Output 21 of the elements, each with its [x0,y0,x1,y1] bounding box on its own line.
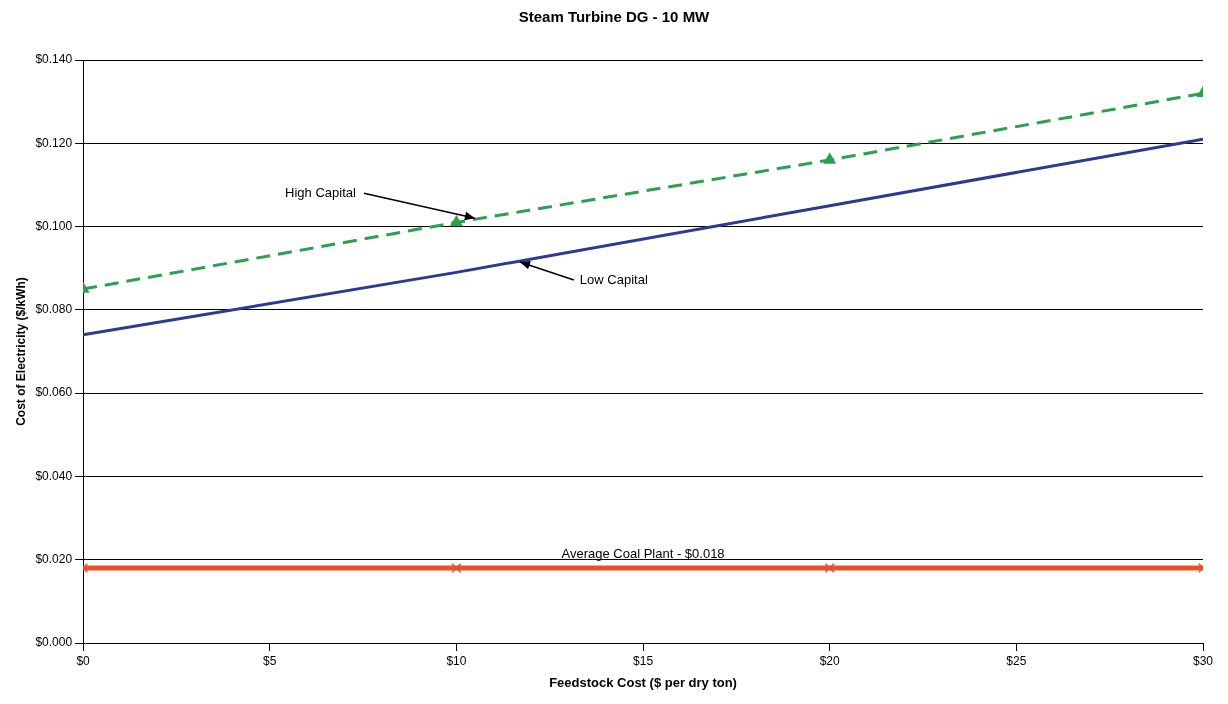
y-tick-label: $0.120 [35,135,73,150]
chart-title: Steam Turbine DG - 10 MW [517,8,711,25]
y-tick-label: $0.140 [35,52,73,67]
x-tick-label: $20 [819,653,841,668]
y-tick-label: $0.060 [35,385,73,400]
x-tick-label: $10 [446,653,467,668]
annotation: Average Coal Plant - $0.018 [561,545,725,561]
annotation: High Capital [285,184,356,200]
x-tick-label: $0 [76,653,91,668]
x-axis-title: Feedstock Cost ($ per dry ton) [549,674,737,690]
y-axis-title: Cost of Electricity ($/kWh) [13,277,28,426]
y-tick-label: $0.040 [35,468,73,483]
y-tick-label: $0.020 [35,552,73,567]
x-tick-label: $5 [263,653,277,668]
y-tick-label: $0.080 [35,302,73,317]
y-tick-label: $0.100 [35,218,73,233]
x-tick-label: $30 [1192,653,1214,668]
y-tick-label: $0.000 [35,635,73,650]
annotation: Low Capital [579,271,648,287]
x-tick-label: $15 [633,653,654,668]
x-tick-label: $25 [1006,653,1027,668]
